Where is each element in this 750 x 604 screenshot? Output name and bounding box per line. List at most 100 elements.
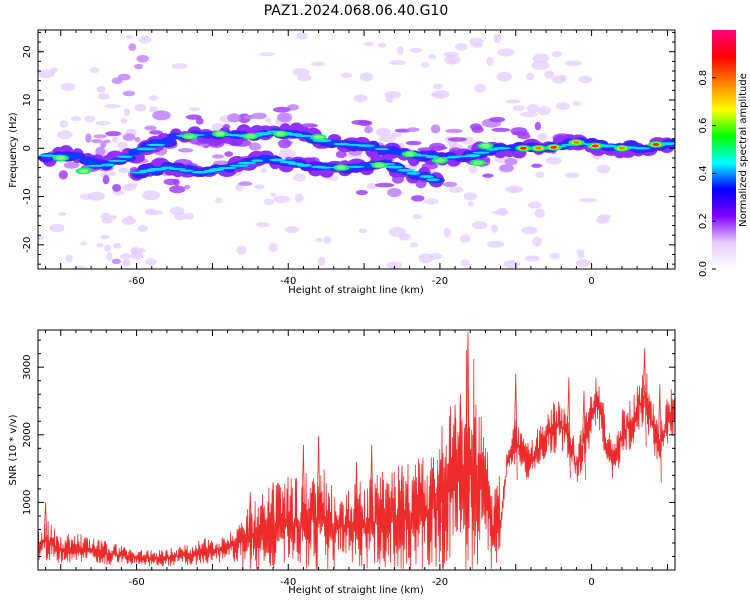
heatmap-blob <box>144 125 157 131</box>
x-tick-label: 0 <box>588 577 594 588</box>
heatmap-blob <box>335 150 347 159</box>
heatmap-blob <box>149 130 163 135</box>
heatmap-hotspot <box>55 155 66 160</box>
heatmap-speckle <box>497 48 515 57</box>
heatmap-speckle <box>130 251 144 260</box>
heatmap-speckle <box>310 61 326 67</box>
heatmap-speckle <box>315 237 323 243</box>
heatmap-band <box>472 151 490 154</box>
heatmap-band <box>425 155 439 159</box>
heatmap-speckle <box>421 62 430 68</box>
heatmap-hotspot <box>275 131 286 136</box>
heatmap-speckle <box>134 136 141 143</box>
heatmap-speckle <box>144 258 157 266</box>
heatmap-speckle <box>386 261 403 269</box>
colorbar-ticks: 0.0 0.2 0.4 0.6 0.8 <box>698 70 716 277</box>
heatmap-speckle <box>388 226 406 237</box>
heatmap-speckle <box>138 35 152 44</box>
heatmap-speckle <box>545 156 562 165</box>
heatmap-speckle <box>471 221 488 230</box>
heatmap-speckle <box>65 254 73 263</box>
heatmap-band <box>68 153 83 160</box>
heatmap-speckle <box>273 195 291 203</box>
heatmap-band <box>316 166 333 169</box>
heatmap-speckle <box>363 41 374 47</box>
heatmap-blob <box>499 164 514 173</box>
heatmap-blob <box>152 110 171 121</box>
heatmap-band <box>632 147 651 150</box>
heatmap-speckle <box>122 90 136 97</box>
heatmap-speckle <box>263 198 274 206</box>
heatmap-speckle <box>134 103 147 112</box>
heatmap-speckle <box>294 193 304 203</box>
snr-spike <box>657 384 662 483</box>
heatmap-speckle <box>575 259 591 267</box>
heatmap-speckle <box>579 198 598 203</box>
heatmap-speckle <box>80 241 88 246</box>
heatmap-speckle <box>136 54 149 63</box>
heatmap-speckle <box>144 208 157 216</box>
heatmap-band <box>279 160 296 164</box>
heatmap-band <box>229 164 249 167</box>
heatmap-speckle <box>57 130 73 140</box>
heatmap-speckle <box>215 197 222 204</box>
heatmap-band <box>168 167 186 171</box>
heatmap-speckle <box>409 47 422 53</box>
heatmap-speckle <box>185 212 194 220</box>
heatmap-blob <box>273 106 291 113</box>
heatmap-speckle <box>491 224 498 233</box>
heatmap-hotspot <box>215 131 225 136</box>
heatmap-speckle <box>378 134 396 143</box>
heatmap-band <box>397 168 415 172</box>
heatmap-hotspot <box>313 135 324 140</box>
heatmap-blob <box>504 158 518 166</box>
heatmap-speckle <box>556 102 570 110</box>
heatmap-blob <box>510 127 528 136</box>
heatmap-speckle <box>551 75 566 84</box>
heatmap-blob <box>517 133 531 140</box>
heatmap-speckle <box>236 245 247 255</box>
x-tick-label: 0 <box>588 276 594 287</box>
snr-spike <box>400 465 404 534</box>
heatmap-speckle <box>532 236 542 247</box>
heatmap-speckle <box>259 52 275 57</box>
y-tick-label: -20 <box>22 237 33 253</box>
heatmap-band <box>374 147 389 151</box>
heatmap-speckle <box>409 242 418 248</box>
snr-spike <box>369 444 374 538</box>
heatmap-band <box>406 171 421 175</box>
heatmap-speckle <box>254 184 265 190</box>
heatmap-hotspot <box>245 134 256 139</box>
x-tick-label: -40 <box>280 577 296 588</box>
heatmap-band <box>493 147 511 150</box>
heatmap-blob <box>212 154 225 159</box>
colorbar-label: Normalized spectral amplitude <box>738 73 749 227</box>
heatmap-hotspot <box>472 160 483 165</box>
heatmap-blob <box>531 163 543 168</box>
heatmap-speckle <box>128 43 137 52</box>
snr-ticks: -60 -40 -20 0 1000 2000 3000 <box>22 330 675 588</box>
x-tick-label: -60 <box>128 276 144 287</box>
heatmap-speckle <box>122 133 136 142</box>
x-tick-label: -40 <box>280 276 296 287</box>
heatmap-speckle <box>117 141 128 149</box>
spectrogram-ylabel: Frequency (Hz) <box>8 112 19 188</box>
colorbar-tick-label: 0.4 <box>698 165 709 181</box>
heatmap-speckle <box>137 248 146 253</box>
heatmap-blob <box>469 123 483 131</box>
heatmap-blob <box>58 170 68 180</box>
heatmap-hotspot <box>374 163 385 168</box>
heatmap-blob <box>276 112 293 123</box>
heatmap-speckle <box>430 93 445 98</box>
heatmap-band <box>419 175 434 179</box>
snr-line <box>38 331 675 569</box>
heatmap-speckle <box>377 42 387 48</box>
snr-spike <box>438 461 442 523</box>
heatmap-band <box>385 165 404 169</box>
heatmap-blob <box>482 173 494 178</box>
heatmap-band <box>356 144 375 147</box>
heatmap-speckle <box>385 93 394 103</box>
heatmap-blob <box>105 130 122 137</box>
heatmap-blob <box>224 151 234 157</box>
heatmap-speckle <box>428 53 437 60</box>
